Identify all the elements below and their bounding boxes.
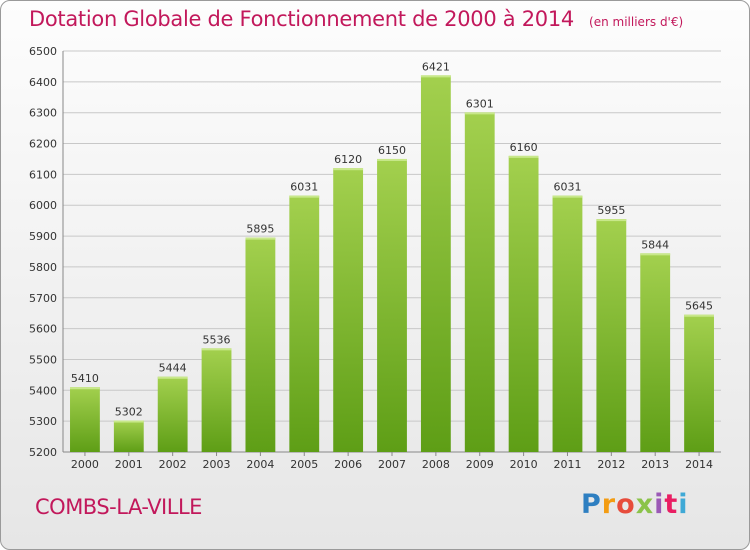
bar bbox=[157, 376, 188, 452]
y-tick-label: 5800 bbox=[29, 261, 57, 274]
x-tick-label: 2000 bbox=[71, 458, 99, 471]
bar-value-label: 5844 bbox=[641, 238, 669, 251]
bar-highlight bbox=[113, 420, 144, 423]
logo-letter: P bbox=[581, 489, 602, 520]
bar bbox=[508, 155, 539, 452]
logo-letter: x bbox=[635, 489, 655, 520]
bar-value-label: 6150 bbox=[378, 144, 406, 157]
bar-highlight bbox=[201, 348, 232, 351]
bar-highlight bbox=[420, 75, 451, 78]
x-tick-label: 2004 bbox=[246, 458, 274, 471]
bar-highlight bbox=[508, 155, 539, 158]
y-tick-label: 5200 bbox=[29, 446, 57, 459]
y-tick-label: 6300 bbox=[29, 107, 57, 120]
x-tick-label: 2003 bbox=[203, 458, 231, 471]
y-tick-label: 5900 bbox=[29, 230, 57, 243]
bar-value-label: 5645 bbox=[685, 300, 713, 313]
y-tick-label: 6000 bbox=[29, 199, 57, 212]
bar bbox=[245, 237, 276, 452]
y-tick-label: 5700 bbox=[29, 292, 57, 305]
bar bbox=[640, 253, 671, 452]
bar-highlight bbox=[464, 112, 495, 115]
y-tick-label: 5500 bbox=[29, 353, 57, 366]
bar-value-label: 5444 bbox=[159, 362, 187, 375]
bar-highlight bbox=[596, 219, 627, 222]
bar-highlight bbox=[289, 195, 320, 198]
y-tick-label: 6400 bbox=[29, 76, 57, 89]
bar-value-label: 5536 bbox=[203, 333, 231, 346]
logo-letter: i bbox=[678, 489, 689, 520]
proxiti-logo: Proxiti bbox=[581, 489, 689, 520]
y-axis: 5200 5300 5400 5500 5600 5700 5800 5900 6000 6100… bbox=[29, 45, 721, 459]
bar-highlight bbox=[245, 237, 276, 240]
y-tick-label: 6100 bbox=[29, 168, 57, 181]
x-tick-label: 2005 bbox=[290, 458, 318, 471]
bar-value-label: 5955 bbox=[597, 204, 625, 217]
bar bbox=[201, 348, 232, 452]
x-tick-label: 2006 bbox=[334, 458, 362, 471]
chart-title: Dotation Globale de Fonctionnement de 20… bbox=[29, 7, 574, 31]
bar-value-label: 6421 bbox=[422, 60, 450, 73]
bar bbox=[70, 387, 100, 452]
bar bbox=[684, 314, 714, 452]
x-tick-label: 2011 bbox=[553, 458, 581, 471]
x-tick-label: 2008 bbox=[422, 458, 450, 471]
bar bbox=[464, 112, 495, 452]
bar-value-label: 6120 bbox=[334, 153, 362, 166]
x-tick-label: 2001 bbox=[115, 458, 143, 471]
bar-highlight bbox=[552, 195, 583, 198]
x-tick-label: 2002 bbox=[159, 458, 187, 471]
chart-unit: (en milliers d'€) bbox=[589, 15, 684, 29]
bar-highlight bbox=[157, 376, 188, 379]
bar bbox=[377, 158, 407, 452]
bar-highlight bbox=[684, 314, 714, 317]
logo-letter: i bbox=[654, 489, 665, 520]
x-tick-label: 2013 bbox=[641, 458, 669, 471]
y-tick-label: 6200 bbox=[29, 138, 57, 151]
x-tick-label: 2012 bbox=[597, 458, 625, 471]
y-tick-label: 5300 bbox=[29, 415, 57, 428]
bar-highlight bbox=[333, 168, 364, 171]
logo-letter: t bbox=[664, 489, 679, 520]
bar-value-label: 6160 bbox=[510, 141, 538, 154]
bar-value-label: 5410 bbox=[71, 372, 99, 385]
x-axis: 2000 2001 2002 2003 2004 2005 2006 2007 2008 2009… bbox=[71, 452, 713, 471]
logo-letter: r bbox=[601, 489, 617, 520]
bar-value-label: 5895 bbox=[246, 223, 274, 236]
x-tick-label: 2007 bbox=[378, 458, 406, 471]
logo-letter: o bbox=[616, 489, 636, 520]
bar bbox=[289, 195, 320, 452]
value-labels: 5410 5302 5444 5536 5895 6031 6120 6150 6421 6301… bbox=[71, 60, 713, 418]
bar bbox=[113, 420, 144, 452]
x-tick-label: 2009 bbox=[466, 458, 494, 471]
bar-highlight bbox=[640, 253, 671, 256]
bar-highlight bbox=[70, 387, 100, 390]
bar-value-label: 6031 bbox=[553, 181, 581, 194]
y-tick-label: 5600 bbox=[29, 323, 57, 336]
bars bbox=[70, 75, 714, 452]
title-row: Dotation Globale de Fonctionnement de 20… bbox=[29, 7, 683, 31]
bar-value-label: 5302 bbox=[115, 406, 143, 419]
bar-value-label: 6301 bbox=[466, 97, 494, 110]
x-tick-label: 2014 bbox=[685, 458, 713, 471]
bar bbox=[420, 75, 451, 452]
commune-name: COMBS-LA-VILLE bbox=[35, 495, 202, 519]
bar-highlight bbox=[377, 158, 407, 161]
bar-value-label: 6031 bbox=[290, 181, 318, 194]
bar bbox=[552, 195, 583, 452]
y-tick-label: 6500 bbox=[29, 45, 57, 58]
x-tick-label: 2010 bbox=[510, 458, 538, 471]
bar bbox=[596, 219, 627, 452]
bar bbox=[333, 168, 364, 452]
y-tick-label: 5400 bbox=[29, 384, 57, 397]
